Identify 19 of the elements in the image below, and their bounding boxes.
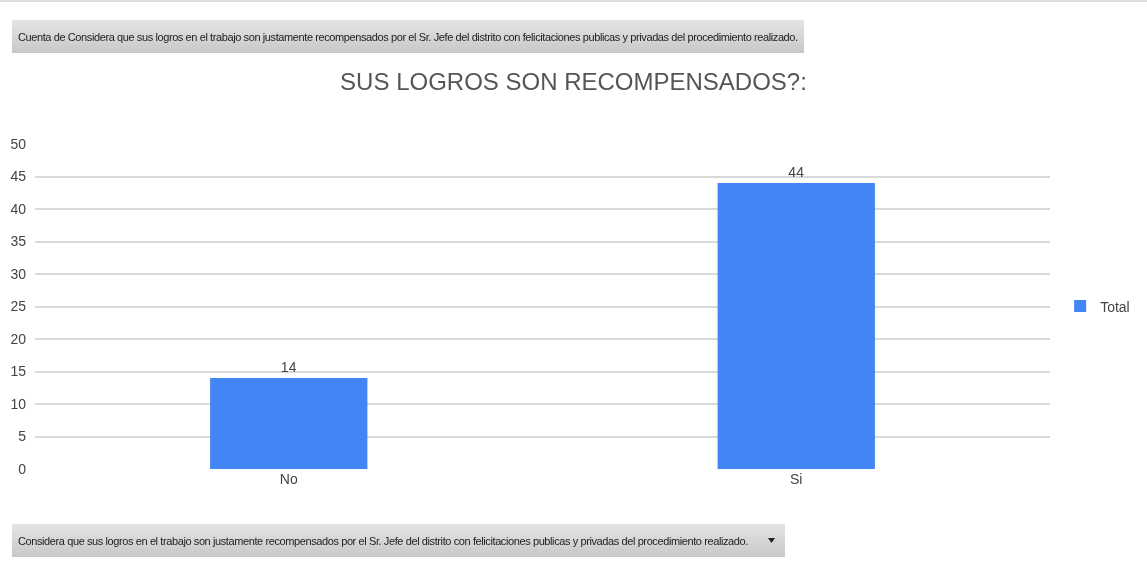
y-tick-label: 20 bbox=[10, 330, 27, 347]
chart-title: SUS LOGROS SON RECOMPENSADOS?: bbox=[340, 67, 807, 95]
text: Considera que sus logros en el trabajo son justamente recompensados por el Sr. Jefe del distrito con felicitaciones publicas y privadas del procedimiento realizado. bbox=[18, 534, 748, 547]
y-tick-label: 5 bbox=[18, 428, 27, 445]
y-tick-label: 30 bbox=[10, 265, 27, 282]
y-tick-label: 45 bbox=[10, 168, 27, 185]
y-tick-label: 35 bbox=[10, 233, 27, 250]
y-tick-label: 50 bbox=[10, 135, 27, 152]
y-tick-label: 0 bbox=[18, 460, 27, 477]
legend-label: Total bbox=[1100, 298, 1130, 315]
data-label: 44 bbox=[788, 164, 805, 180]
y-tick-label: 15 bbox=[10, 363, 27, 380]
data-label: 14 bbox=[280, 359, 297, 375]
y-tick-label: 40 bbox=[10, 200, 27, 217]
x-tick-label: No bbox=[279, 471, 298, 487]
y-tick-label: 25 bbox=[10, 298, 27, 315]
text: Cuenta de Considera que sus logros en el trabajo son justamente recompensados por el Sr. Jefe del distrito con felicitaciones publicas y privadas del procedimiento realizado. bbox=[18, 30, 798, 43]
y-tick-label: 10 bbox=[10, 395, 27, 412]
x-tick-label: Si bbox=[790, 471, 803, 487]
